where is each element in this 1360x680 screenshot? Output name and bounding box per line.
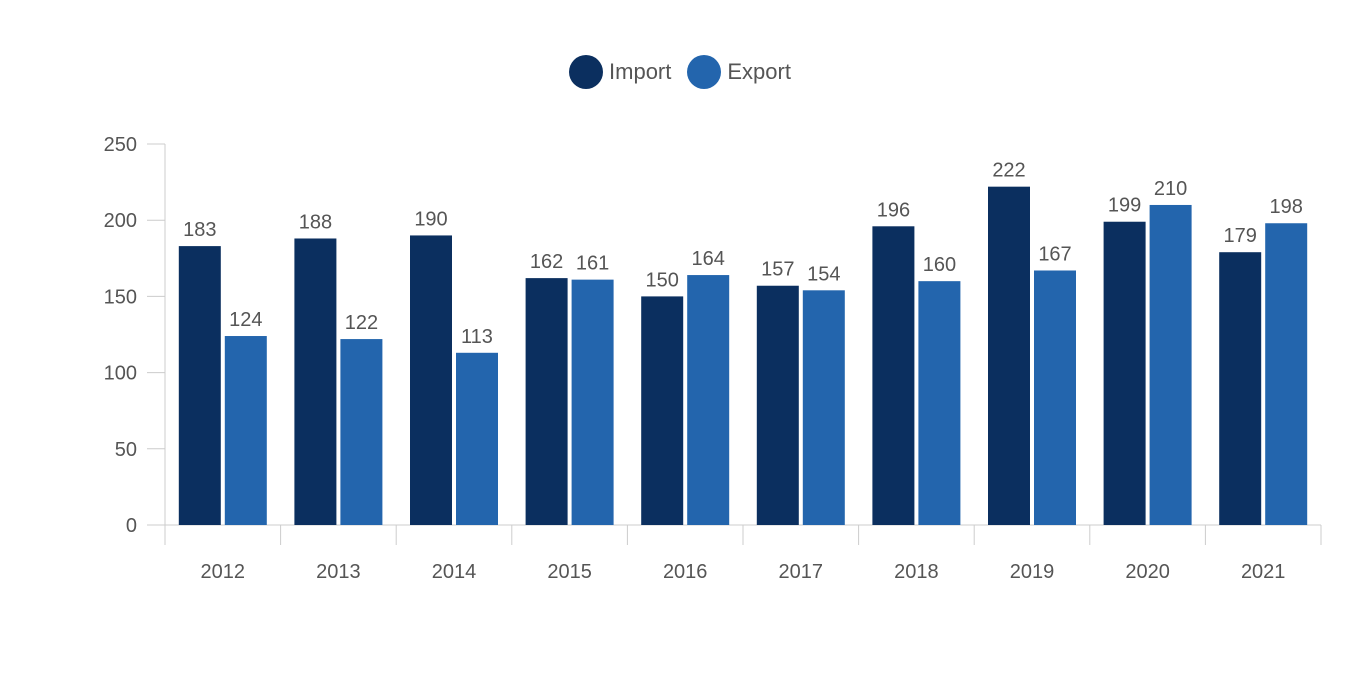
data-label-export: 198 (1270, 196, 1303, 218)
x-tick-label: 2018 (894, 561, 939, 583)
data-label-import: 222 (992, 160, 1025, 182)
bar-export (687, 275, 730, 525)
x-tick-label: 2021 (1241, 561, 1286, 583)
data-label-export: 210 (1154, 178, 1187, 200)
bar-export (1265, 223, 1308, 526)
data-label-export: 113 (461, 326, 493, 348)
bar-export (340, 339, 383, 525)
bar-export (1034, 270, 1076, 525)
y-tick-label: 250 (104, 134, 137, 156)
data-label-export: 161 (576, 253, 609, 275)
x-tick-label: 2016 (663, 561, 708, 583)
bar-export (571, 279, 614, 525)
bar-export (456, 352, 498, 525)
data-label-export: 154 (807, 263, 840, 285)
data-label-export: 122 (345, 312, 378, 334)
data-label-import: 150 (646, 269, 679, 291)
data-label-import: 190 (414, 208, 447, 230)
x-tick-label: 2015 (547, 561, 592, 583)
bar-import (756, 285, 799, 525)
bar-import (988, 186, 1030, 525)
legend-swatch-import (569, 55, 604, 89)
bar-export (802, 290, 845, 525)
bar-export (918, 281, 961, 525)
data-label-import: 199 (1108, 195, 1141, 217)
bar-import (872, 226, 915, 525)
y-tick-label: 50 (115, 439, 137, 461)
data-label-export: 167 (1038, 243, 1071, 265)
bar-export (1149, 204, 1192, 525)
y-tick-label: 200 (104, 210, 137, 232)
bar-import (641, 296, 684, 525)
legend-item-export[interactable]: Export (687, 55, 791, 89)
x-tick-label: 2020 (1125, 561, 1170, 583)
data-label-import: 179 (1224, 225, 1257, 247)
y-tick-label: 100 (104, 363, 137, 385)
data-label-export: 164 (692, 248, 725, 270)
y-tick-label: 0 (126, 515, 137, 537)
x-tick-label: 2019 (1010, 561, 1055, 583)
x-tick-label: 2013 (316, 561, 361, 583)
legend-item-import[interactable]: Import (569, 55, 671, 89)
data-label-import: 196 (877, 199, 910, 221)
bar-export (224, 336, 267, 525)
legend-swatch-export (687, 55, 722, 89)
legend: Import Export (0, 55, 1360, 89)
data-label-export: 124 (229, 309, 262, 331)
bar-import (178, 246, 221, 525)
x-tick-label: 2017 (779, 561, 824, 583)
bar-import (525, 278, 568, 525)
x-tick-label: 2012 (201, 561, 246, 583)
y-tick-label: 150 (104, 286, 137, 308)
bar-import (1103, 221, 1146, 525)
data-label-import: 162 (530, 251, 563, 273)
bar-import (1219, 252, 1262, 526)
bar-import (294, 238, 337, 525)
data-label-export: 160 (923, 254, 956, 276)
data-label-import: 188 (299, 211, 332, 233)
data-label-import: 183 (183, 219, 216, 241)
bar-import (410, 235, 452, 525)
data-label-import: 157 (761, 259, 794, 281)
legend-label-import: Import (609, 59, 672, 84)
x-tick-label: 2014 (432, 561, 477, 583)
legend-label-export: Export (727, 59, 791, 84)
